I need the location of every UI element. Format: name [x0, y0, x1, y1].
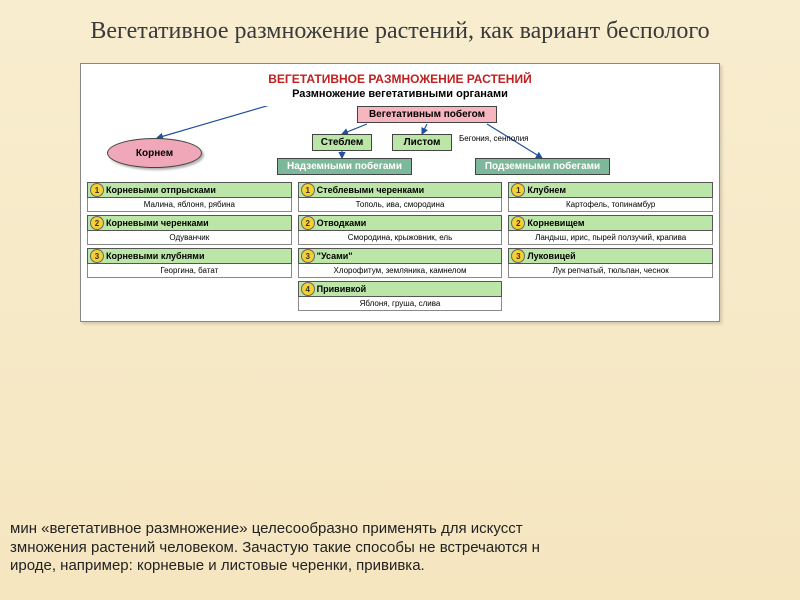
node-stem: Стеблем: [312, 134, 372, 151]
footer-text: мин «вегетативное размножение» целесообр…: [0, 520, 800, 576]
method-pair: Корневыми отпрыскамиМалина, яблоня, ряби…: [87, 182, 292, 212]
leaf-note: Бегония, сенполия: [459, 134, 579, 143]
node-root: Корнем: [107, 138, 202, 168]
method-pair: Стеблевыми черенкамиТополь, ива, смороди…: [298, 182, 503, 212]
slide: Вегетативное размножение растений, как в…: [0, 0, 800, 600]
method-label: Отводками: [298, 215, 503, 231]
footer-line: мин «вегетативное размножение» целесообр…: [10, 520, 790, 539]
method-example: Хлорофитум, земляника, камнелом: [298, 264, 503, 278]
method-label: Клубнем: [508, 182, 713, 198]
method-example: Одуванчик: [87, 231, 292, 245]
method-pair: КлубнемКартофель, топинамбур: [508, 182, 713, 212]
method-pair: Корневыми черенкамиОдуванчик: [87, 215, 292, 245]
column-root: Корневыми отпрыскамиМалина, яблоня, ряби…: [87, 182, 292, 311]
method-example: Картофель, топинамбур: [508, 198, 713, 212]
method-example: Яблоня, груша, слива: [298, 297, 503, 311]
diagram-subtitle: Размножение вегетативными органами: [87, 88, 713, 100]
diagram-heading: ВЕГЕТАТИВНОЕ РАЗМНОЖЕНИЕ РАСТЕНИЙ: [87, 72, 713, 86]
method-pair: Корневыми клубнямиГеоргина, батат: [87, 248, 292, 278]
method-example: Лук репчатый, тюльпан, чеснок: [508, 264, 713, 278]
column-below: КлубнемКартофель, топинамбурКорневищемЛа…: [508, 182, 713, 311]
diagram: ВЕГЕТАТИВНОЕ РАЗМНОЖЕНИЕ РАСТЕНИЙ Размно…: [80, 63, 720, 322]
method-example: Малина, яблоня, рябина: [87, 198, 292, 212]
node-above-ground: Надземными побегами: [277, 158, 412, 175]
method-example: Тополь, ива, смородина: [298, 198, 503, 212]
footer-line: змножения растений человеком. Зачастую т…: [10, 539, 790, 558]
diagram-top-area: Вегетативным побегом Стеблем Листом Бего…: [87, 106, 713, 176]
method-pair: ЛуковицейЛук репчатый, тюльпан, чеснок: [508, 248, 713, 278]
method-label: "Усами": [298, 248, 503, 264]
footer-line: ироде, например: корневые и листовые чер…: [10, 557, 790, 576]
node-leaf: Листом: [392, 134, 452, 151]
node-below-ground: Подземными побегами: [475, 158, 610, 175]
method-label: Стеблевыми черенками: [298, 182, 503, 198]
slide-title: Вегетативное размножение растений, как в…: [40, 18, 760, 45]
column-above: Стеблевыми черенкамиТополь, ива, смороди…: [298, 182, 503, 311]
method-pair: "Усами"Хлорофитум, земляника, камнелом: [298, 248, 503, 278]
method-label: Луковицей: [508, 248, 713, 264]
method-label: Корневыми отпрысками: [87, 182, 292, 198]
method-example: Ландыш, ирис, пырей ползучий, крапива: [508, 231, 713, 245]
method-label: Корневыми клубнями: [87, 248, 292, 264]
method-pair: ОтводкамиСмородина, крыжовник, ель: [298, 215, 503, 245]
method-label: Прививкой: [298, 281, 503, 297]
diagram-columns: Корневыми отпрыскамиМалина, яблоня, ряби…: [87, 182, 713, 311]
method-pair: КорневищемЛандыш, ирис, пырей ползучий, …: [508, 215, 713, 245]
method-label: Корневищем: [508, 215, 713, 231]
method-example: Георгина, батат: [87, 264, 292, 278]
method-pair: ПрививкойЯблоня, груша, слива: [298, 281, 503, 311]
method-example: Смородина, крыжовник, ель: [298, 231, 503, 245]
method-label: Корневыми черенками: [87, 215, 292, 231]
node-vegetative-shoot: Вегетативным побегом: [357, 106, 497, 123]
